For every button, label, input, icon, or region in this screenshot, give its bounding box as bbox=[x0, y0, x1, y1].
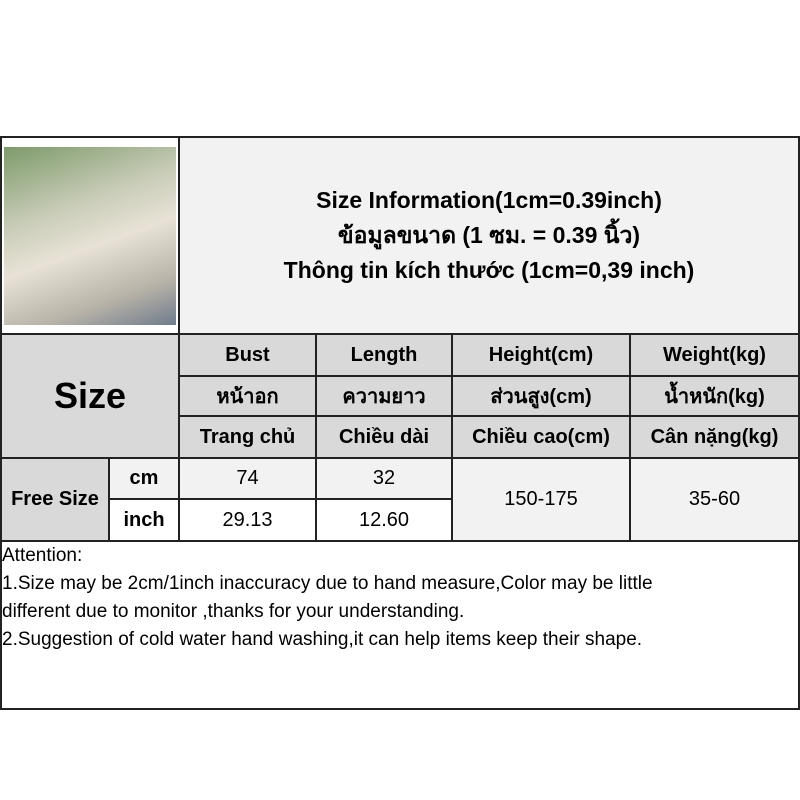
length-inch: 12.60 bbox=[315, 498, 453, 542]
product-photo bbox=[4, 146, 176, 325]
header-height-th: ส่วนสูง(cm) bbox=[451, 375, 631, 417]
unit-inch: inch bbox=[108, 498, 180, 542]
attention-text: Attention: 1.Size may be 2cm/1inch inacc… bbox=[2, 542, 792, 654]
header-weight-en: Weight(kg) bbox=[629, 333, 800, 377]
unit-cm: cm bbox=[108, 457, 180, 500]
size-name: Free Size bbox=[0, 457, 110, 542]
attention-heading: Attention: bbox=[2, 545, 83, 566]
header-height-en: Height(cm) bbox=[451, 333, 631, 377]
header-bust-vi: Trang chủ bbox=[178, 415, 317, 459]
bust-inch: 29.13 bbox=[178, 498, 317, 542]
photo-cell bbox=[0, 136, 180, 335]
bust-cm: 74 bbox=[178, 457, 317, 500]
length-cm: 32 bbox=[315, 457, 453, 500]
size-header: Size bbox=[0, 333, 180, 459]
header-length-th: ความยาว bbox=[315, 375, 453, 417]
title-en: Size Information(1cm=0.39inch) bbox=[316, 187, 662, 213]
title-th: ข้อมูลขนาด (1 ซม. = 0.39 นิ้ว) bbox=[337, 222, 641, 248]
header-bust-en: Bust bbox=[178, 333, 317, 377]
header-height-vi: Chiều cao(cm) bbox=[451, 415, 631, 459]
header-bust-th: หน้าอก bbox=[178, 375, 317, 417]
title-cell: Size Information(1cm=0.39inch) ข้อมูลขนา… bbox=[178, 136, 800, 335]
attention-line: different due to monitor ,thanks for you… bbox=[2, 601, 465, 622]
title-vi: Thông tin kích thước (1cm=0,39 inch) bbox=[283, 257, 695, 283]
attention-box bbox=[0, 540, 800, 710]
header-length-vi: Chiều dài bbox=[315, 415, 453, 459]
header-weight-vi: Cân nặng(kg) bbox=[629, 415, 800, 459]
height-range: 150-175 bbox=[451, 457, 631, 542]
header-length-en: Length bbox=[315, 333, 453, 377]
weight-range: 35-60 bbox=[629, 457, 800, 542]
attention-line: 2.Suggestion of cold water hand washing,… bbox=[2, 629, 643, 650]
header-weight-th: น้ำหนัก(kg) bbox=[629, 375, 800, 417]
attention-line: 1.Size may be 2cm/1inch inaccuracy due t… bbox=[2, 573, 653, 594]
